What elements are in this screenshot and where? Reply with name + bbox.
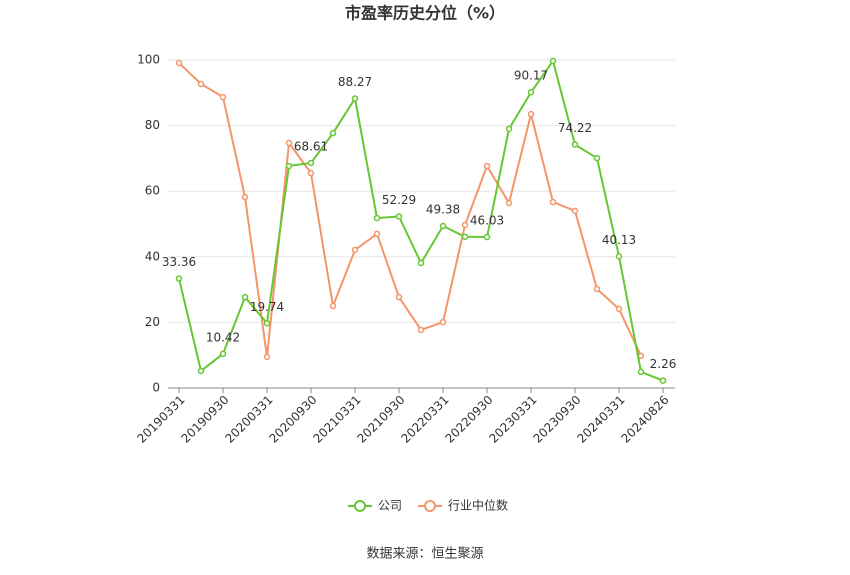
data-point — [285, 162, 293, 170]
data-point — [483, 162, 491, 170]
data-point — [571, 141, 579, 148]
data-point — [263, 353, 271, 361]
data-point — [571, 207, 579, 215]
data-point — [351, 246, 359, 254]
legend-marker[interactable] — [424, 500, 436, 512]
y-tick-label: 20 — [145, 315, 160, 329]
data-label: 52.29 — [382, 193, 416, 207]
data-point — [615, 253, 623, 260]
data-point — [417, 259, 425, 267]
x-tick-label: 20240826 — [619, 393, 672, 446]
data-point — [175, 275, 183, 282]
chart-title: 市盈率历史分位（%） — [345, 4, 505, 23]
data-label: 10.42 — [206, 330, 240, 344]
data-label: 74.22 — [558, 121, 592, 135]
data-label: 33.36 — [162, 255, 196, 269]
data-point — [373, 214, 381, 222]
data-point — [285, 139, 293, 147]
legend-label[interactable]: 公司 — [378, 499, 402, 513]
data-point — [417, 326, 425, 334]
y-tick-label: 100 — [137, 53, 160, 67]
data-label: 46.03 — [470, 214, 504, 228]
data-point — [329, 129, 337, 137]
y-tick-label: 40 — [145, 249, 160, 263]
data-label: 40.13 — [602, 233, 636, 247]
data-label: 19.74 — [250, 300, 284, 314]
data-point — [307, 159, 315, 167]
data-point — [461, 233, 469, 241]
data-point — [527, 110, 535, 118]
data-point — [439, 222, 447, 230]
data-point — [505, 199, 513, 207]
data-point — [351, 95, 359, 102]
data-point — [241, 193, 249, 201]
data-point — [307, 169, 315, 177]
data-point — [527, 88, 535, 96]
source-note: 数据来源：恒生聚源 — [366, 547, 483, 562]
y-tick-label: 80 — [145, 118, 160, 132]
data-point — [659, 377, 667, 384]
data-point — [373, 230, 381, 238]
data-point — [549, 57, 557, 65]
data-label: 2.26 — [650, 357, 677, 371]
y-tick-label: 0 — [152, 381, 160, 395]
data-point — [505, 125, 513, 133]
data-point — [483, 233, 491, 241]
series-line — [178, 62, 642, 357]
data-point — [175, 59, 183, 67]
data-point — [197, 367, 205, 375]
data-point — [615, 305, 623, 313]
data-label: 49.38 — [426, 203, 460, 217]
legend-marker[interactable] — [354, 500, 366, 512]
y-tick-label: 60 — [145, 184, 160, 198]
data-point — [219, 93, 227, 101]
data-point — [395, 293, 403, 301]
data-point — [219, 350, 227, 358]
data-point — [593, 154, 601, 162]
data-point — [197, 80, 205, 88]
data-point — [461, 221, 469, 229]
data-point — [241, 293, 249, 301]
data-label: 88.27 — [338, 75, 372, 89]
data-point — [637, 368, 645, 376]
data-point — [395, 213, 403, 220]
data-point — [439, 318, 447, 326]
data-label: 90.17 — [514, 69, 548, 83]
legend-label[interactable]: 行业中位数 — [448, 498, 508, 513]
data-point — [549, 198, 557, 206]
data-point — [329, 302, 337, 310]
data-point — [593, 285, 601, 293]
data-point — [263, 320, 271, 327]
data-label: 68.61 — [294, 139, 328, 153]
